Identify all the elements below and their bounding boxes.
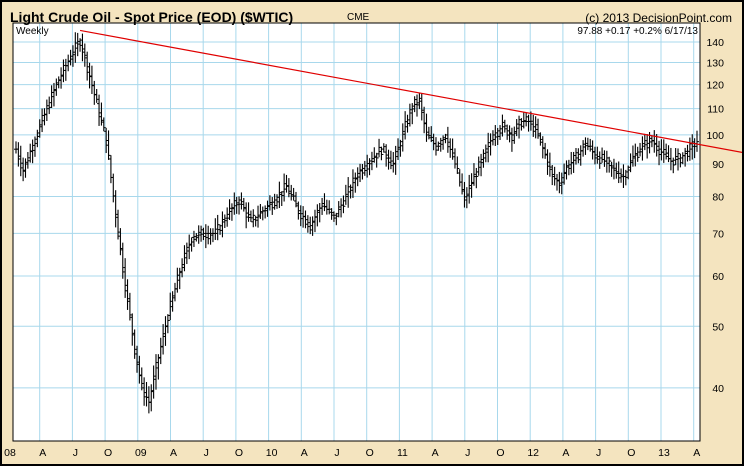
- x-tick-label: O: [366, 447, 374, 459]
- chart-title: Light Crude Oil - Spot Price (EOD) ($WTI…: [10, 9, 294, 25]
- x-tick-label: 09: [135, 447, 147, 459]
- y-tick-label: 50: [712, 321, 724, 333]
- exchange-label: CME: [347, 12, 370, 23]
- plot-border: [12, 22, 701, 442]
- copyright-label: (c) 2013 DecisionPoint.com: [585, 11, 732, 25]
- x-tick-label: 11: [397, 447, 408, 459]
- x-tick-label: O: [627, 447, 635, 459]
- x-tick-label: J: [596, 447, 601, 459]
- y-tick-label: 130: [706, 58, 724, 70]
- x-tick-label: J: [73, 447, 78, 459]
- y-tick-label: 110: [707, 104, 724, 116]
- price-readout: 97.88 +0.17 +0.2% 6/17/13: [577, 26, 698, 37]
- x-tick-label: A: [301, 447, 308, 459]
- y-tick-label: 90: [712, 159, 724, 171]
- x-tick-label: 13: [658, 447, 670, 459]
- x-tick-label: O: [496, 447, 504, 459]
- plot-area: [13, 23, 700, 441]
- x-tick-label: J: [334, 447, 339, 459]
- x-tick-label: A: [432, 447, 439, 459]
- x-tick-label: O: [104, 447, 112, 459]
- x-tick-label: A: [39, 447, 46, 459]
- trendline: [79, 29, 742, 153]
- x-tick-label: J: [465, 447, 470, 459]
- x-tick-label: 10: [266, 447, 278, 459]
- y-tick-label: 140: [706, 37, 724, 49]
- y-tick-label: 60: [712, 271, 724, 283]
- x-tick-label: O: [235, 447, 243, 459]
- x-tick-label: J: [204, 447, 209, 459]
- y-tick-label: 40: [712, 383, 724, 395]
- x-tick-label: A: [693, 447, 700, 459]
- period-label: Weekly: [16, 26, 49, 37]
- x-tick-label: A: [170, 447, 177, 459]
- y-tick-label: 80: [712, 192, 724, 204]
- x-tick-label: A: [562, 447, 569, 459]
- y-tick-label: 120: [706, 80, 724, 92]
- y-tick-label: 100: [706, 130, 724, 142]
- y-tick-label: 70: [712, 228, 724, 240]
- x-tick-label: 12: [527, 447, 539, 459]
- x-tick-label: 08: [4, 447, 16, 459]
